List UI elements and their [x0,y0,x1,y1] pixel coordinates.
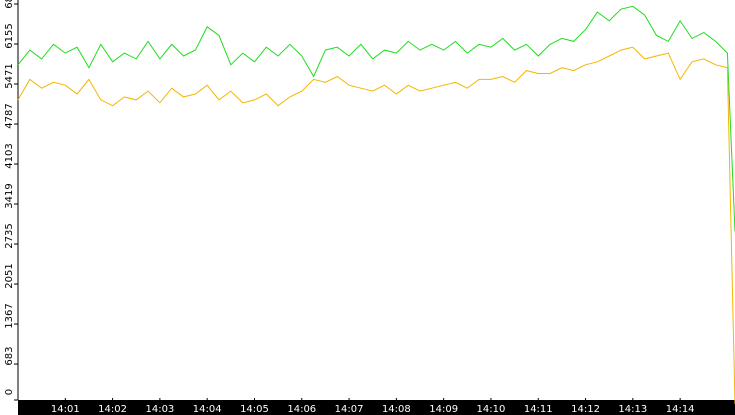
x-tick-label: 14:12 [571,404,600,415]
y-tick-label: 4787 [4,103,15,128]
y-tick-label: 5471 [4,63,15,88]
x-tick-label: 14:05 [240,404,269,415]
x-tick-label: 14:02 [98,404,127,415]
x-tick-label: 14:01 [51,404,80,415]
y-tick-label: 0 [4,389,15,395]
x-tick-label: 14:13 [618,404,647,415]
y-tick-label: 3419 [4,183,15,208]
x-tick-label: 14:03 [145,404,174,415]
x-tick-label: 14:10 [477,404,506,415]
x-tick-label: 14:04 [193,404,222,415]
y-tick-label: 1367 [4,303,15,328]
series-line [17,46,735,405]
x-tick-label: 14:06 [287,404,316,415]
x-tick-label: 14:08 [382,404,411,415]
x-tick-label: 14:11 [524,404,553,415]
y-tick-label: 6155 [4,23,15,48]
series-line [17,5,735,232]
x-tick-label: 14:14 [666,404,695,415]
y-tick-label: 6839 [4,0,15,9]
x-tick-label: 14:07 [335,404,364,415]
y-tick-label: 4103 [4,143,15,168]
x-tick-label: 14:09 [429,404,458,415]
x-axis-band [18,400,735,415]
y-tick-label: 2735 [4,223,15,248]
y-tick-label: 683 [4,347,15,366]
y-tick-label: 2051 [4,263,15,288]
